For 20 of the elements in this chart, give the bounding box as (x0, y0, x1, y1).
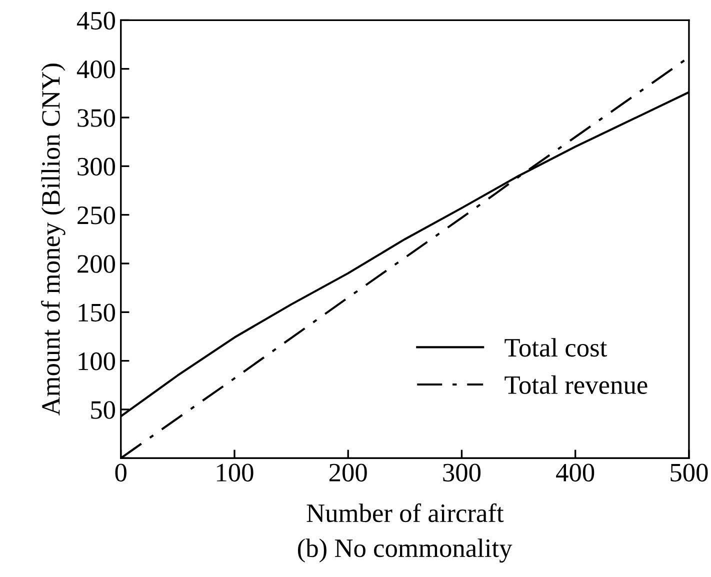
y-tick-label: 100 (78, 352, 116, 370)
legend-label: Total cost (504, 338, 608, 357)
x-tick-label: 200 (329, 464, 367, 482)
y-tick-label: 200 (78, 255, 116, 273)
text: (b) No commonality (298, 538, 512, 563)
y-tick-label: 450 (76, 12, 116, 30)
y-tick-label: 50 (91, 401, 116, 419)
x-axis-title: Number of aircraft (306, 503, 504, 522)
y-axis-title: Amount of money (Billion CNY) (41, 64, 66, 416)
x-tick-label: 300 (443, 464, 481, 482)
x-tick-label: 500 (670, 464, 708, 482)
x-tick-label: 100 (217, 464, 254, 482)
y-tick-label: 350 (78, 109, 116, 127)
x-tick-label: 0 (115, 464, 126, 482)
x-tick-label: 400 (556, 464, 594, 482)
y-tick-label: 400 (76, 60, 116, 78)
y-tick-label: 300 (78, 158, 116, 176)
y-tick-label: 150 (78, 304, 116, 322)
y-tick-label: 250 (78, 206, 116, 224)
legend-label: Total revenue (504, 375, 648, 394)
